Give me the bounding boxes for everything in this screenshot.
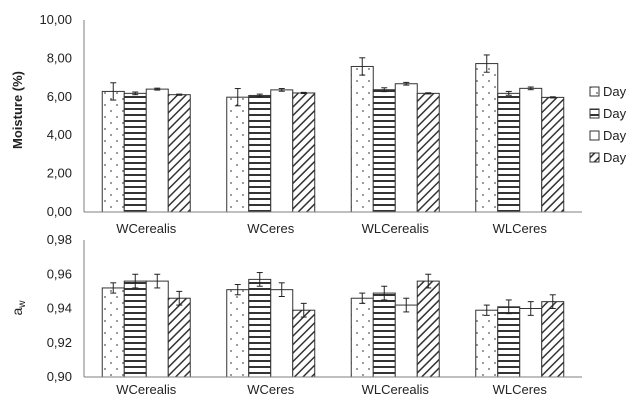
moisture-y-tick-label: 10,00 xyxy=(39,12,72,27)
aw-bar xyxy=(541,301,565,378)
moisture-bar xyxy=(248,94,272,213)
moisture-bar xyxy=(541,96,565,213)
aw-y-tick-label: 0,98 xyxy=(47,232,72,247)
legend-label: Day 0 xyxy=(603,84,630,99)
aw-y-tick-label: 0,92 xyxy=(47,335,72,350)
moisture-y-tick-label: 4,00 xyxy=(47,127,72,142)
moisture-category-label: WCeres xyxy=(247,221,294,236)
moisture-bar xyxy=(519,87,543,213)
moisture-bar xyxy=(394,83,418,213)
moisture-category-label: WLCerealis xyxy=(362,221,430,236)
aw-y-axis-label: aw xyxy=(9,300,28,316)
legend-label: Day 1 xyxy=(603,106,630,121)
aw-bar xyxy=(167,297,191,378)
moisture-chart: Moisture (%) 0,00 2,00 4,00 6,00 8,00 10,00 WC… xyxy=(10,12,582,236)
aw-bar xyxy=(145,280,169,378)
aw-category-label: WCerealis xyxy=(116,382,176,397)
moisture-y-tick-label: 6,00 xyxy=(47,89,72,104)
moisture-bar xyxy=(292,92,316,213)
moisture-bar xyxy=(270,89,294,213)
moisture-bar xyxy=(101,90,125,213)
legend: Day 0 Day 1 Day 3 Day 5 xyxy=(589,84,630,165)
aw-bar xyxy=(270,289,294,378)
aw-chart: aw 0,90 0,92 0,94 0,96 0,98 WCerealis WCeres WL… xyxy=(9,232,582,397)
moisture-bar xyxy=(497,92,521,213)
aw-bar xyxy=(519,308,543,378)
moisture-chart-marks: 0,00 2,00 4,00 6,00 8,00 10,00 WCerealis WCeres… xyxy=(39,12,582,236)
legend-swatch xyxy=(589,130,600,141)
moisture-y-tick-label: 8,00 xyxy=(47,50,72,65)
aw-y-tick-label: 0,96 xyxy=(47,266,72,281)
moisture-category-label: WLCeres xyxy=(493,221,548,236)
moisture-y-axis-label: Moisture (%) xyxy=(10,71,25,149)
aw-bar xyxy=(123,280,147,378)
legend-label: Day 3 xyxy=(603,128,630,143)
moisture-bar xyxy=(226,96,250,213)
aw-bar xyxy=(394,304,418,378)
aw-y-tick-label: 0,90 xyxy=(47,369,72,384)
moisture-bar xyxy=(145,88,169,213)
aw-bar xyxy=(101,287,125,378)
moisture-bar xyxy=(350,65,374,213)
moisture-category-label: WCerealis xyxy=(116,221,176,236)
moisture-bar xyxy=(416,92,440,213)
aw-bar xyxy=(292,309,316,378)
legend-swatch xyxy=(589,108,600,119)
legend-label: Day 5 xyxy=(603,150,630,165)
moisture-bar xyxy=(475,63,499,213)
aw-bar xyxy=(475,309,499,378)
moisture-bar xyxy=(167,94,191,213)
aw-bar xyxy=(248,278,272,378)
aw-category-label: WLCeres xyxy=(493,382,548,397)
moisture-y-tick-label: 0,00 xyxy=(47,204,72,219)
legend-swatch xyxy=(589,152,600,163)
aw-bar xyxy=(372,292,396,378)
aw-bar xyxy=(416,280,440,378)
moisture-y-tick-label: 2,00 xyxy=(47,166,72,181)
aw-y-tick-label: 0,94 xyxy=(47,301,72,316)
moisture-bar xyxy=(123,92,147,213)
aw-bar xyxy=(226,289,250,378)
legend-swatch xyxy=(589,86,600,97)
aw-bar xyxy=(350,297,374,378)
aw-chart-marks: 0,90 0,92 0,94 0,96 0,98 WCerealis WCeres WLCer… xyxy=(47,232,582,397)
aw-bar xyxy=(497,306,521,378)
aw-category-label: WCeres xyxy=(247,382,294,397)
aw-category-label: WLCerealis xyxy=(362,382,430,397)
moisture-bar xyxy=(372,89,396,213)
